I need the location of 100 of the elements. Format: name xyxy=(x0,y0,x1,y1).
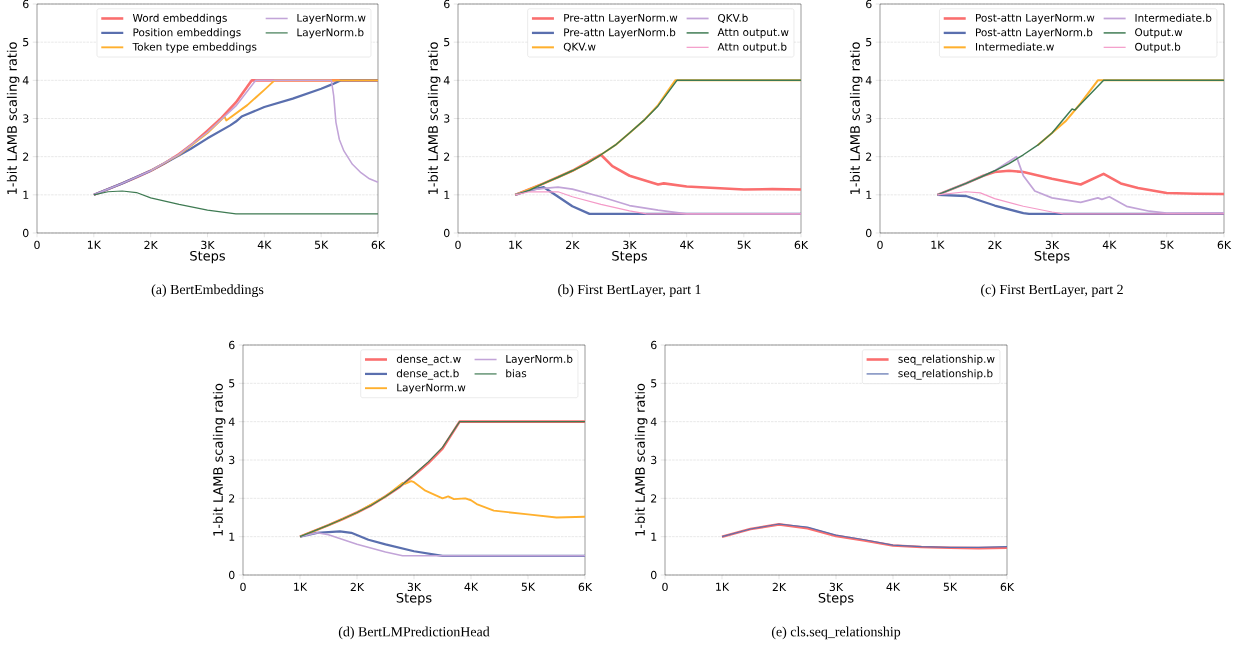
y-axis-title: 1-bit LAMB scaling ratio xyxy=(849,42,863,195)
x-tick-label: 5K xyxy=(1160,240,1174,249)
x-tick-label: 3K xyxy=(623,240,637,250)
y-tick-label: 6 xyxy=(651,340,657,350)
legend-label: dense_act.w xyxy=(396,354,461,366)
x-tick-label: 6K xyxy=(371,240,386,250)
x-tick-label: 1K xyxy=(294,582,308,591)
x-tick-label: 4K xyxy=(1102,240,1117,249)
x-tick-label: 3K xyxy=(829,582,844,592)
x-tick-label: 2K xyxy=(988,240,1002,249)
x-tick-label: 0 xyxy=(34,240,40,250)
y-tick-label: 0 xyxy=(22,228,29,238)
x-axis-title: Steps xyxy=(612,250,647,264)
y-axis-title: 1-bit LAMB scaling ratio xyxy=(212,383,226,536)
y-tick-label: 1 xyxy=(444,190,450,199)
x-axis-title: Steps xyxy=(818,592,854,606)
legend-label: QKV.w xyxy=(563,42,596,52)
x-tick-label: 2K xyxy=(772,582,787,591)
y-tick-label: 0 xyxy=(650,570,657,580)
text: (c) First BertLayer, part 2 xyxy=(981,284,1123,298)
legend-label: seq_relationship.w xyxy=(898,354,995,366)
y-tick-label: 4 xyxy=(228,417,235,426)
y-axis-title: 1-bit LAMB scaling ratio xyxy=(427,42,441,195)
x-tick-label: 3K xyxy=(1045,240,1060,250)
x-tick-label: 6K xyxy=(578,582,593,592)
legend-label: bias xyxy=(506,369,527,378)
x-tick-label: 2K xyxy=(566,240,580,249)
x-axis-title: Steps xyxy=(1034,250,1070,264)
legend-label: Intermediate.w xyxy=(976,42,1054,51)
legend-label: Word embeddings xyxy=(132,13,227,24)
legend-label: Attn output.b xyxy=(717,42,787,53)
y-tick-label: 0 xyxy=(443,228,450,238)
y-tick-label: 6 xyxy=(866,0,872,9)
legend-label: Pre-attn LayerNorm.b xyxy=(564,28,676,39)
y-tick-label: 4 xyxy=(650,417,657,426)
x-tick-label: 6K xyxy=(1217,240,1232,250)
legend-label: Attn output.w xyxy=(717,28,789,39)
text: (a) BertEmbeddings xyxy=(151,284,264,298)
y-tick-label: 2 xyxy=(651,494,657,503)
x-tick-label: 6K xyxy=(1000,582,1015,592)
y-axis-title: 1-bit LAMB scaling ratio xyxy=(634,383,648,536)
y-tick-label: 2 xyxy=(229,494,235,503)
text: (d) BertLMPredictionHead xyxy=(338,626,490,640)
y-tick-label: 3 xyxy=(229,455,235,465)
x-tick-label: 2K xyxy=(144,240,158,249)
x-tick-label: 2K xyxy=(350,582,365,591)
x-tick-label: 0 xyxy=(455,240,461,250)
x-tick-label: 3K xyxy=(407,582,422,592)
y-tick-label: 5 xyxy=(444,38,450,47)
x-tick-label: 1K xyxy=(716,582,730,591)
legend-label: Position embeddings xyxy=(133,28,241,39)
y-tick-label: 1 xyxy=(229,532,235,541)
legend-label: LayerNorm.b xyxy=(506,354,573,365)
x-tick-label: 0 xyxy=(877,240,883,250)
y-axis-title: 1-bit LAMB scaling ratio xyxy=(6,42,20,195)
y-tick-label: 5 xyxy=(866,38,872,47)
y-tick-label: 1 xyxy=(651,532,657,541)
text: (e) cls.seq_relationship xyxy=(771,626,901,640)
x-axis-title: Steps xyxy=(396,592,432,606)
x-tick-label: 0 xyxy=(240,582,246,592)
x-tick-label: 1K xyxy=(931,240,945,249)
x-tick-label: 5K xyxy=(737,240,752,249)
y-tick-label: 3 xyxy=(866,114,872,123)
text: (b) First BertLayer, part 1 xyxy=(558,284,701,298)
x-tick-label: 5K xyxy=(314,240,329,249)
y-tick-label: 6 xyxy=(23,0,29,9)
y-tick-label: 3 xyxy=(444,114,450,123)
legend-label: dense_act.b xyxy=(396,369,459,380)
y-tick-label: 2 xyxy=(444,152,450,161)
x-tick-label: 4K xyxy=(886,582,901,591)
legend-label: Post-attn LayerNorm.w xyxy=(976,13,1095,24)
x-tick-label: 0 xyxy=(662,582,668,592)
y-tick-label: 0 xyxy=(865,228,872,238)
x-tick-label: 1K xyxy=(509,240,523,249)
y-tick-label: 4 xyxy=(22,76,29,85)
x-tick-label: 1K xyxy=(87,240,102,249)
y-tick-label: 2 xyxy=(866,152,872,161)
x-tick-label: 4K xyxy=(257,240,272,249)
x-tick-label: 5K xyxy=(521,582,536,591)
legend-label: LayerNorm.w xyxy=(397,383,466,394)
y-tick-label: 3 xyxy=(651,455,657,465)
y-tick-label: 5 xyxy=(229,379,235,388)
y-tick-label: 5 xyxy=(23,38,29,47)
y-tick-label: 5 xyxy=(651,379,657,388)
x-axis-title: Steps xyxy=(190,250,225,264)
legend-label: Pre-attn LayerNorm.w xyxy=(564,13,678,24)
y-tick-label: 1 xyxy=(866,190,872,199)
legend-label: Intermediate.b xyxy=(1135,13,1212,22)
legend-label: Post-attn LayerNorm.b xyxy=(976,28,1093,39)
legend-label: Output.b xyxy=(1135,42,1181,53)
y-tick-label: 2 xyxy=(23,152,29,161)
x-tick-label: 4K xyxy=(464,582,479,591)
y-tick-label: 4 xyxy=(865,76,872,85)
legend-label: seq_relationship.b xyxy=(898,369,993,380)
legend-label: LayerNorm.b xyxy=(297,28,364,39)
legend-label: Token type embeddings xyxy=(132,42,257,53)
legend-label: LayerNorm.w xyxy=(297,13,366,24)
y-tick-label: 4 xyxy=(443,76,450,85)
y-tick-label: 1 xyxy=(23,190,29,199)
y-tick-label: 0 xyxy=(228,570,235,580)
